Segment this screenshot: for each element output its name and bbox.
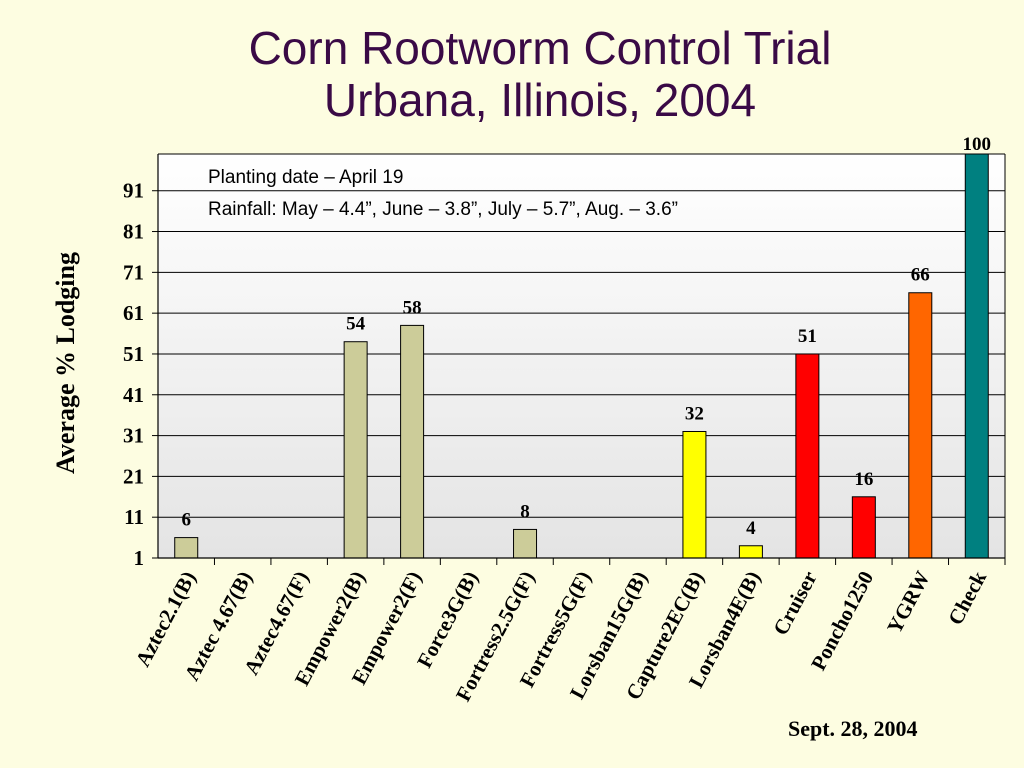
- data-label: 58: [403, 297, 422, 318]
- chart-title-block: Corn Rootworm Control Trial Urbana, Illi…: [0, 22, 1024, 126]
- data-label: 6: [181, 510, 191, 531]
- data-label: 54: [346, 314, 366, 335]
- y-tick-label: 51: [123, 342, 144, 366]
- bar-aztec2-1-b: [174, 537, 199, 559]
- bar-empower2-f: [400, 324, 425, 559]
- bar-ygrw: [908, 292, 933, 559]
- bar-poncho1250: [851, 496, 876, 559]
- y-tick-label: 81: [123, 220, 144, 244]
- data-label: 100: [963, 134, 992, 155]
- x-tick-label: Cruiser: [768, 567, 822, 639]
- bar-capture2ec-b: [682, 430, 707, 559]
- bar-empower2-b: [343, 341, 368, 559]
- y-tick-label: 1: [134, 546, 145, 570]
- y-tick-label: 31: [123, 424, 144, 448]
- bar-fortress2-5g-f: [513, 528, 538, 559]
- y-tick-label: 21: [123, 464, 144, 488]
- data-label: 4: [746, 518, 756, 539]
- annotation-planting-date: Planting date – April 19: [208, 167, 403, 188]
- x-axis-labels: Aztec2.1(B)Aztec 4.67(B)Aztec4.67(F)Empo…: [130, 558, 1006, 705]
- data-label: 16: [854, 469, 873, 490]
- data-label: 66: [911, 265, 930, 286]
- bar-lorsban4e-b: [738, 545, 763, 559]
- y-axis-label: Average % Lodging: [51, 252, 80, 474]
- data-label: 8: [520, 501, 530, 522]
- chart-subtitle: Urbana, Illinois, 2004: [323, 74, 757, 126]
- plot-area: [158, 154, 1005, 558]
- data-label: 51: [798, 326, 817, 347]
- y-tick-label: 71: [123, 260, 144, 284]
- data-label: 32: [685, 403, 704, 424]
- bar-check: [964, 153, 989, 559]
- bar-cruiser: [795, 353, 820, 559]
- date-note: Sept. 28, 2004: [788, 716, 918, 741]
- chart-title: Corn Rootworm Control Trial: [248, 22, 832, 74]
- y-tick-label: 41: [123, 383, 144, 407]
- x-tick-label: YGRW: [882, 567, 935, 637]
- x-tick-label: Check: [943, 567, 991, 629]
- y-tick-label: 61: [123, 301, 144, 325]
- annotation-rainfall: Rainfall: May – 4.4”, June – 3.8”, July …: [208, 199, 678, 220]
- y-tick-label: 11: [124, 505, 144, 529]
- y-tick-label: 91: [123, 179, 144, 203]
